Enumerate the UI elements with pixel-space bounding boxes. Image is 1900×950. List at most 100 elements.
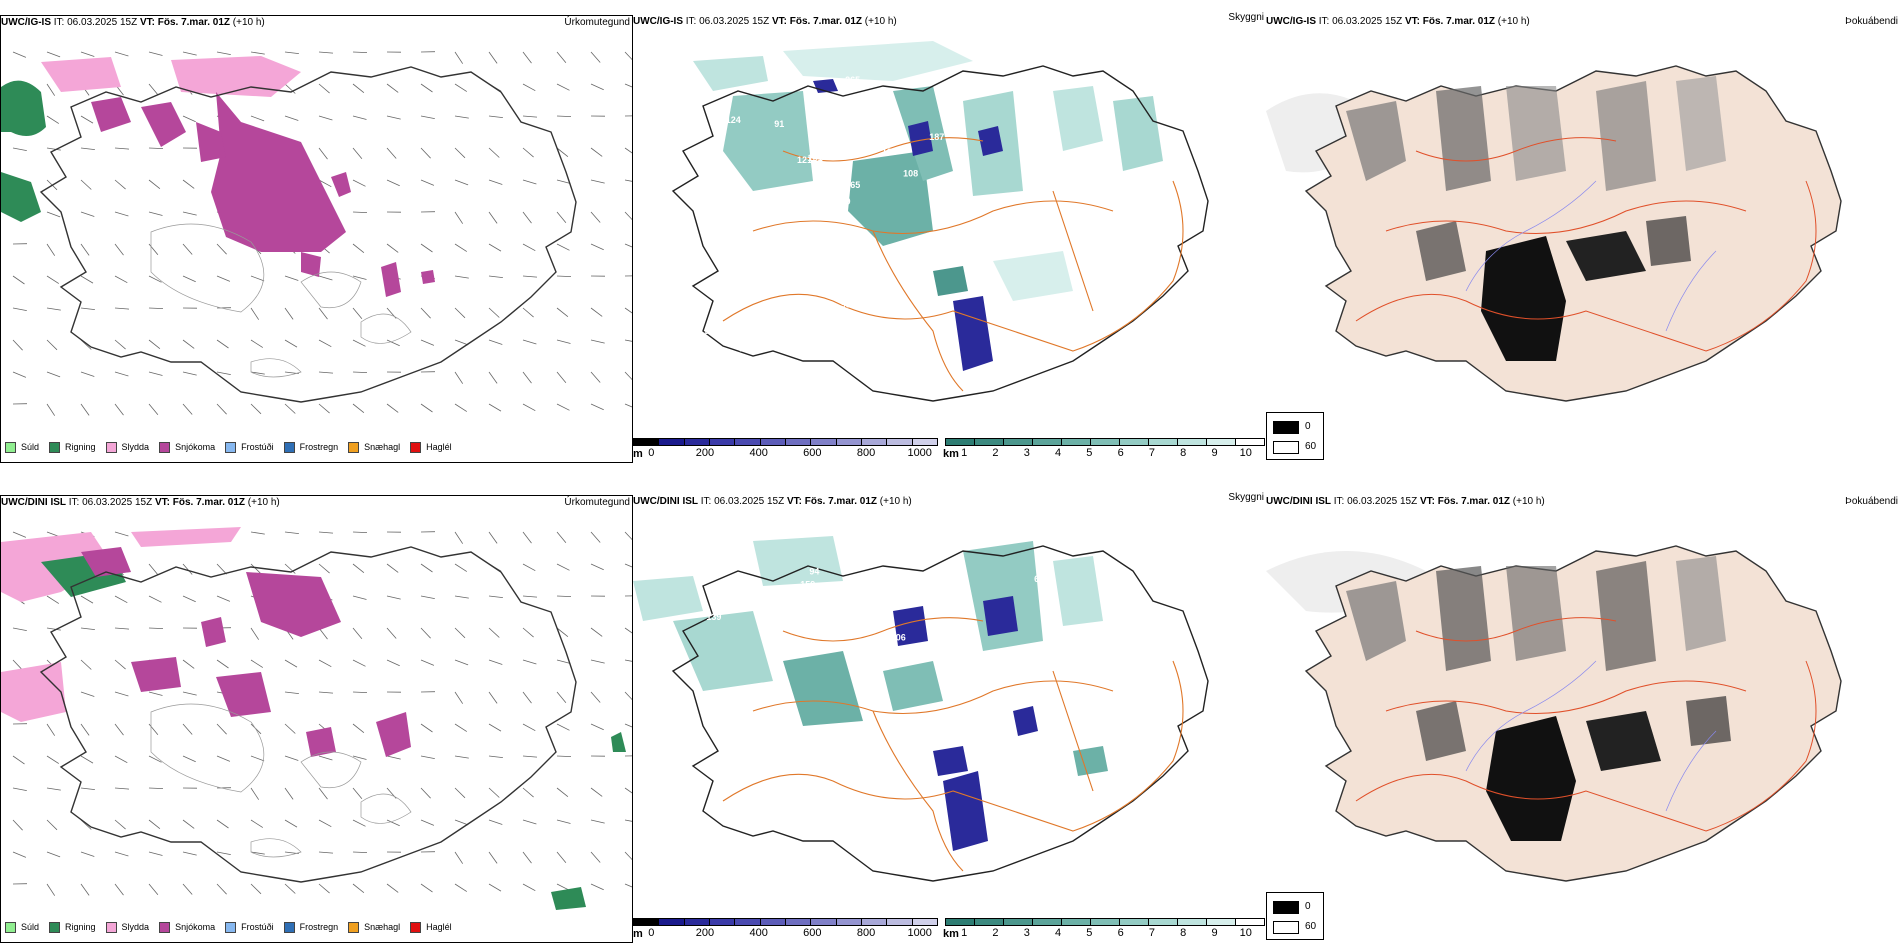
visibility-value-label: 91	[739, 344, 749, 354]
legend-label: Snjókoma	[175, 922, 216, 932]
wind-barb	[522, 659, 537, 665]
wind-barb	[318, 371, 334, 374]
wind-barb	[420, 723, 433, 733]
wind-barb	[114, 307, 130, 310]
wind-barb	[488, 243, 502, 252]
wind-barb	[352, 659, 366, 667]
lead-time: (+10 h)	[1497, 16, 1530, 27]
colorbar-segment	[760, 919, 786, 925]
wind-barb	[624, 211, 632, 221]
wind-barb	[624, 83, 632, 88]
roads	[1355, 137, 1817, 352]
panel-header: UWC/DINI ISL IT: 06.03.2025 15Z VT: Fös.…	[633, 492, 1266, 511]
legend-item: Snjókoma	[159, 920, 215, 934]
wind-barb	[624, 627, 632, 634]
wind-barb	[454, 275, 469, 279]
wind-barb	[250, 755, 265, 762]
visibility-value-label: 187	[929, 132, 944, 142]
colorbar-segment	[1091, 439, 1120, 445]
wind-barb	[12, 147, 27, 151]
colorbar-tick: 9	[1211, 927, 1218, 939]
wind-barb	[250, 371, 265, 375]
colorbar-segment	[1120, 919, 1149, 925]
panel-header: UWC/IG-IS IT: 06.03.2025 15Z VT: Fös. 7.…	[1266, 15, 1900, 31]
wind-barb	[114, 531, 129, 537]
wind-barb	[114, 339, 126, 350]
wind-barb	[80, 179, 92, 190]
wind-barb	[250, 851, 265, 855]
wind-barb	[12, 307, 27, 311]
visibility-value-label: 209	[1037, 146, 1052, 156]
colorbar-segment	[709, 439, 736, 445]
legend-swatch	[49, 441, 61, 453]
legend-swatch	[410, 921, 422, 933]
init-time: 06.03.2025 15Z	[714, 496, 785, 507]
colorbar-segment	[1207, 919, 1236, 925]
panel-header: UWC/DINI ISL IT: 06.03.2025 15Z VT: Fös.…	[1, 496, 632, 512]
height-unit: m	[633, 448, 643, 460]
colorbar-segment	[1149, 919, 1178, 925]
wind-barb	[182, 595, 196, 603]
wind-barb	[420, 659, 435, 666]
wind-barb	[454, 307, 466, 319]
wind-barb	[148, 243, 159, 256]
wind-barb	[114, 275, 128, 284]
legend-item: Rigning	[49, 440, 96, 454]
vt-label: VT:	[771, 16, 787, 27]
colorbar-segment	[946, 439, 975, 445]
fog-low-label: 60	[1305, 441, 1317, 452]
wind-barb	[624, 147, 632, 154]
wind-barb	[250, 275, 265, 282]
height-unit: m	[633, 928, 643, 940]
wind-barb	[182, 115, 196, 123]
wind-barb	[46, 371, 61, 378]
visibility-value-label: 107	[1019, 653, 1034, 663]
wind-barb	[556, 691, 567, 704]
wind-barb	[284, 787, 294, 800]
wind-barb	[386, 403, 399, 413]
wind-barb	[624, 403, 632, 408]
colorbar-segment	[659, 439, 685, 445]
wind-barb	[420, 787, 431, 799]
wind-barb	[114, 147, 130, 150]
colorbar-tick: 6	[1117, 447, 1124, 459]
roads	[722, 617, 1184, 872]
visibility-value-label: 105	[1037, 105, 1052, 115]
lead-time: (+10 h)	[1512, 496, 1545, 507]
wind-barb	[556, 787, 569, 798]
wind-barb	[386, 563, 399, 573]
precip-type-panel-row1: UWC/IG-IS IT: 06.03.2025 15Z VT: Fös. 7.…	[0, 15, 633, 463]
wind-barb	[420, 179, 435, 186]
wind-barb	[216, 563, 227, 575]
wind-barb	[80, 211, 95, 217]
wind-barb	[556, 51, 567, 64]
visibility-value-label: 106	[891, 633, 906, 643]
wind-barb	[318, 275, 333, 281]
wind-barb	[488, 371, 498, 384]
colorbar-segment	[1120, 439, 1149, 445]
model-name: UWC/IG-IS	[633, 16, 683, 27]
wind-barb	[454, 147, 466, 159]
wind-barb	[556, 531, 567, 544]
wind-barb	[284, 563, 296, 574]
visibility-value-label: 103	[1012, 776, 1027, 786]
wind-barb	[556, 627, 569, 638]
colorbar-segment	[709, 919, 736, 925]
wind-barb	[352, 883, 365, 894]
legend-item: Súld	[5, 440, 39, 454]
terrain-height-colorbar: 0 200 400 600 800 1000 m	[633, 438, 938, 460]
wind-barb	[352, 275, 367, 280]
wind-barb	[454, 371, 464, 384]
wind-barb	[318, 307, 328, 320]
distance-unit: km	[943, 448, 959, 460]
wind-barb	[522, 243, 536, 252]
wind-barb	[216, 819, 229, 829]
visibility-map-svg: 103 161 107 106 173 94 107 85 67 226 305 139 92 131 13…	[633, 536, 1209, 882]
colorbar-segment	[1236, 919, 1264, 925]
visibility-value-label: 235	[1072, 172, 1087, 182]
visibility-value-label: 87	[765, 313, 775, 323]
visibility-number-labels: 92 106 105 303 187 91 92 126 97 101 96 87 102 108 91 12…	[704, 75, 1087, 365]
legend-item: Snjókoma	[159, 440, 215, 454]
valid-time: Fös. 7.mar. 01Z	[1422, 16, 1496, 27]
visibility-number-labels: 103 161 107 106 173 94 107 85 67 226 305 139 92 131 13…	[706, 566, 1067, 839]
